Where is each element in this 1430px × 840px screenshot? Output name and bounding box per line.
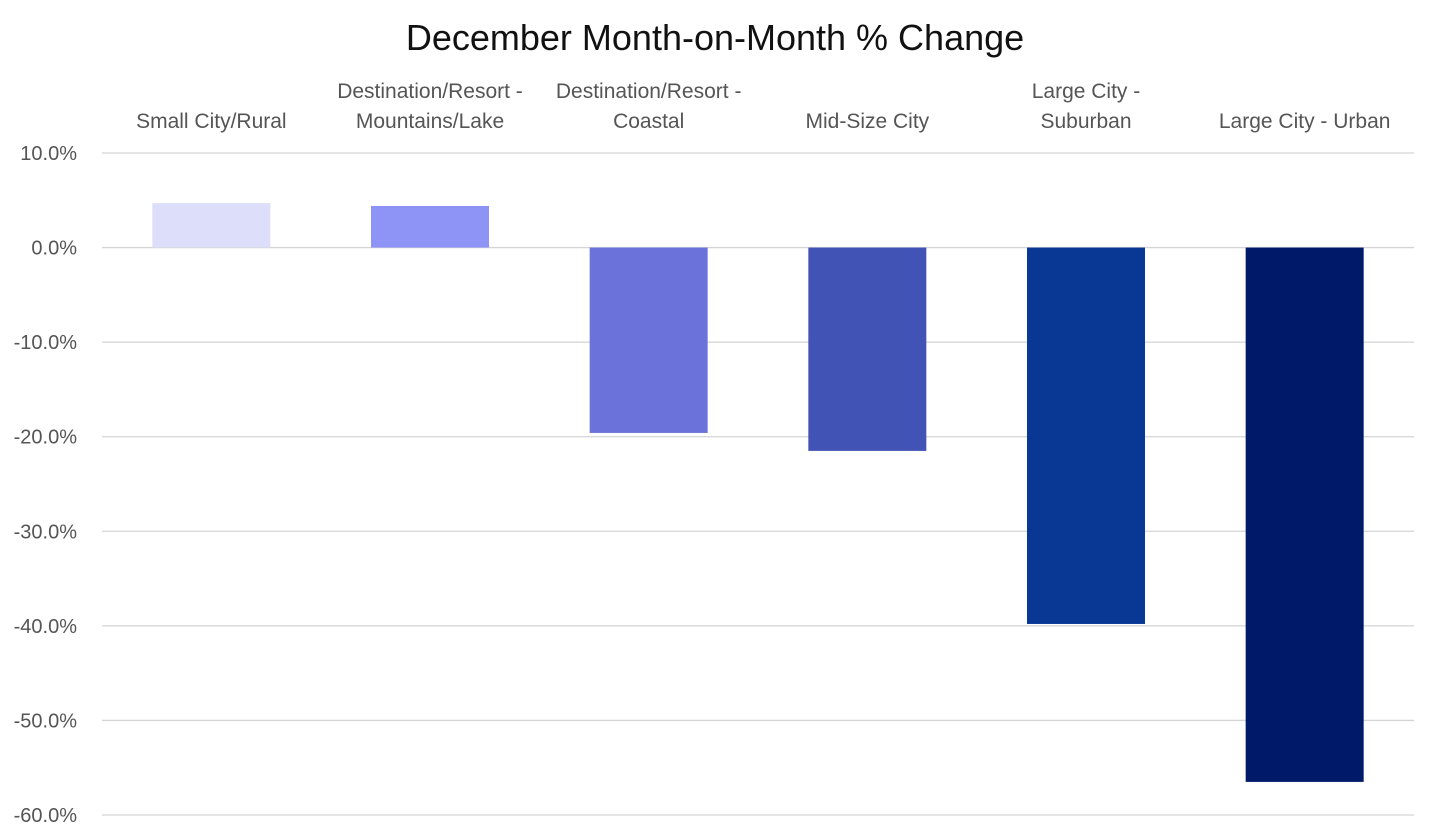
category-label: Destination/Resort - Mountains/Lake: [337, 80, 523, 133]
category-label-line: Large City -: [1032, 80, 1141, 103]
category-label: Large City - Suburban: [1032, 80, 1141, 133]
bar: [152, 203, 271, 248]
y-tick-label: -30.0%: [14, 521, 78, 543]
y-tick-label: -10.0%: [14, 332, 78, 354]
category-label: Small City/Rural: [136, 110, 287, 133]
category-label: Destination/Resort - Coastal: [556, 80, 742, 133]
y-tick-label: 10.0%: [20, 143, 77, 165]
y-tick-label: 0.0%: [31, 238, 77, 260]
category-label-line: Small City/Rural: [136, 110, 287, 133]
bar: [589, 247, 708, 433]
category-labels: Small City/Rural Destination/Resort - Moun…: [136, 80, 1390, 133]
category-label-line: Destination/Resort -: [556, 80, 742, 103]
y-tick-label: -60.0%: [14, 805, 78, 827]
category-label-line: Large City - Urban: [1219, 110, 1391, 133]
category-label: Large City - Urban: [1219, 110, 1391, 133]
category-label-line: Coastal: [613, 110, 684, 133]
y-tick-label: -20.0%: [14, 427, 78, 449]
bar: [371, 205, 489, 248]
bar: [1027, 247, 1145, 624]
category-label-line: Destination/Resort -: [337, 80, 523, 103]
y-tick-label: -40.0%: [14, 616, 78, 638]
chart-title: December Month-on-Month % Change: [406, 17, 1024, 58]
gridlines: [102, 152, 1414, 816]
category-label-line: Mountains/Lake: [356, 110, 504, 133]
y-tick-label: -50.0%: [14, 710, 78, 732]
bar: [808, 247, 927, 451]
category-label-line: Suburban: [1040, 110, 1131, 133]
category-label: Mid-Size City: [805, 110, 929, 133]
bar: [1245, 247, 1364, 782]
y-axis-tick-labels: 10.0% 0.0% -10.0% -20.0% -30.0% -40.0% -50.0% -…: [14, 143, 78, 827]
bars: [152, 203, 1364, 782]
category-label-line: Mid-Size City: [805, 110, 929, 133]
